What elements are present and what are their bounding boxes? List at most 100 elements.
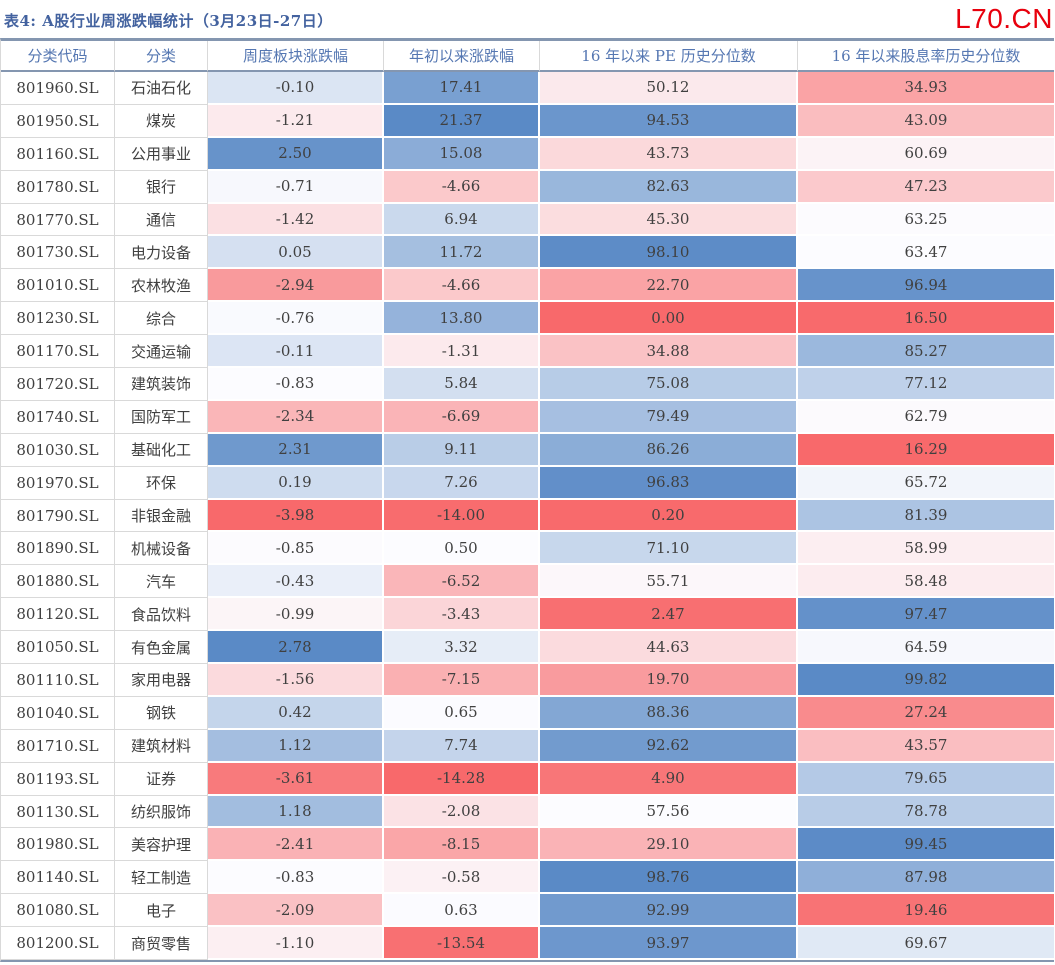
- table-row: 801960.SL 石油石化 -0.10 17.41 50.12 34.93: [1, 72, 1054, 105]
- ytd-change-cell: 7.74: [384, 729, 540, 763]
- industry-name-cell: 煤炭: [115, 104, 208, 138]
- industry-name-cell: 国防军工: [115, 400, 208, 434]
- ytd-change-cell: -14.28: [384, 762, 540, 796]
- ytd-change-cell: 0.65: [384, 696, 540, 730]
- industry-code-cell: 801120.SL: [1, 598, 115, 632]
- pe-percentile-cell: 71.10: [540, 532, 798, 566]
- industry-name-cell: 通信: [115, 203, 208, 237]
- ytd-change-cell: -4.66: [384, 170, 540, 204]
- ytd-change-cell: -6.69: [384, 400, 540, 434]
- col-header-ytd-change: 年初以来涨跌幅: [384, 41, 540, 72]
- industry-code-cell: 801050.SL: [1, 631, 115, 665]
- industry-name-cell: 电力设备: [115, 236, 208, 270]
- dividend-percentile-cell: 97.47: [798, 598, 1054, 632]
- weekly-change-cell: 2.78: [208, 631, 384, 665]
- industry-name-cell: 基础化工: [115, 433, 208, 467]
- weekly-change-cell: -0.76: [208, 302, 384, 336]
- pe-percentile-cell: 22.70: [540, 269, 798, 303]
- pe-percentile-cell: 2.47: [540, 598, 798, 632]
- pe-percentile-cell: 94.53: [540, 104, 798, 138]
- table-row: 801200.SL 商贸零售 -1.10 -13.54 93.97 69.67: [1, 927, 1054, 961]
- weekly-change-cell: -1.42: [208, 203, 384, 237]
- weekly-change-cell: -0.11: [208, 335, 384, 369]
- dividend-percentile-cell: 43.57: [798, 729, 1054, 763]
- industry-code-cell: 801790.SL: [1, 499, 115, 533]
- weekly-change-cell: 0.19: [208, 466, 384, 500]
- dividend-percentile-cell: 27.24: [798, 696, 1054, 730]
- pe-percentile-cell: 98.10: [540, 236, 798, 270]
- pe-percentile-cell: 43.73: [540, 137, 798, 171]
- dividend-percentile-cell: 19.46: [798, 894, 1054, 928]
- pe-percentile-cell: 44.63: [540, 631, 798, 665]
- col-header-pe-percentile: 16 年以来 PE 历史分位数: [540, 41, 798, 72]
- ytd-change-cell: -8.15: [384, 828, 540, 862]
- industry-code-cell: 801770.SL: [1, 203, 115, 237]
- pe-percentile-cell: 96.83: [540, 466, 798, 500]
- pe-percentile-cell: 0.00: [540, 302, 798, 336]
- ytd-change-cell: 17.41: [384, 72, 540, 105]
- industry-name-cell: 综合: [115, 302, 208, 336]
- dividend-percentile-cell: 16.50: [798, 302, 1054, 336]
- dividend-percentile-cell: 85.27: [798, 335, 1054, 369]
- table-row: 801720.SL 建筑装饰 -0.83 5.84 75.08 77.12: [1, 368, 1054, 401]
- table-row: 801970.SL 环保 0.19 7.26 96.83 65.72: [1, 466, 1054, 500]
- pe-percentile-cell: 0.20: [540, 499, 798, 533]
- col-header-weekly-change: 周度板块涨跌幅: [208, 41, 384, 72]
- weekly-change-cell: -2.09: [208, 894, 384, 928]
- dividend-percentile-cell: 81.39: [798, 499, 1054, 533]
- pe-percentile-cell: 75.08: [540, 368, 798, 401]
- table-row: 801110.SL 家用电器 -1.56 -7.15 19.70 99.82: [1, 664, 1054, 697]
- weekly-change-cell: 0.42: [208, 696, 384, 730]
- table-row: 801950.SL 煤炭 -1.21 21.37 94.53 43.09: [1, 104, 1054, 138]
- dividend-percentile-cell: 62.79: [798, 400, 1054, 434]
- table-row: 801230.SL 综合 -0.76 13.80 0.00 16.50: [1, 302, 1054, 336]
- industry-code-cell: 801230.SL: [1, 302, 115, 336]
- table-row: 801130.SL 纺织服饰 1.18 -2.08 57.56 78.78: [1, 795, 1054, 829]
- table-row: 801010.SL 农林牧渔 -2.94 -4.66 22.70 96.94: [1, 269, 1054, 303]
- industry-code-cell: 801880.SL: [1, 565, 115, 599]
- industry-code-cell: 801193.SL: [1, 762, 115, 796]
- weekly-change-cell: 1.18: [208, 795, 384, 829]
- ytd-change-cell: 13.80: [384, 302, 540, 336]
- weekly-change-cell: -1.21: [208, 104, 384, 138]
- dividend-percentile-cell: 58.99: [798, 532, 1054, 566]
- industry-name-cell: 商贸零售: [115, 927, 208, 961]
- weekly-change-cell: -0.10: [208, 72, 384, 105]
- pe-percentile-cell: 19.70: [540, 664, 798, 697]
- weekly-change-cell: -2.94: [208, 269, 384, 303]
- pe-percentile-cell: 55.71: [540, 565, 798, 599]
- weekly-change-cell: -0.83: [208, 368, 384, 401]
- table-row: 801140.SL 轻工制造 -0.83 -0.58 98.76 87.98: [1, 861, 1054, 895]
- pe-percentile-cell: 57.56: [540, 795, 798, 829]
- table-row: 801770.SL 通信 -1.42 6.94 45.30 63.25: [1, 203, 1054, 237]
- industry-name-cell: 交通运输: [115, 335, 208, 369]
- dividend-percentile-cell: 77.12: [798, 368, 1054, 401]
- industry-name-cell: 石油石化: [115, 72, 208, 105]
- pe-percentile-cell: 92.62: [540, 729, 798, 763]
- industry-name-cell: 食品饮料: [115, 598, 208, 632]
- dividend-percentile-cell: 58.48: [798, 565, 1054, 599]
- pe-percentile-cell: 79.49: [540, 400, 798, 434]
- industry-code-cell: 801040.SL: [1, 696, 115, 730]
- weekly-change-cell: 0.05: [208, 236, 384, 270]
- pe-percentile-cell: 45.30: [540, 203, 798, 237]
- pe-percentile-cell: 34.88: [540, 335, 798, 369]
- table-title: 表4: A股行业周涨跌幅统计（3月23日-27日）: [4, 12, 333, 30]
- dividend-percentile-cell: 47.23: [798, 170, 1054, 204]
- col-header-dividend-percentile: 16 年以来股息率历史分位数: [798, 41, 1054, 72]
- dividend-percentile-cell: 34.93: [798, 72, 1054, 105]
- dividend-percentile-cell: 78.78: [798, 795, 1054, 829]
- ytd-change-cell: -3.43: [384, 598, 540, 632]
- ytd-change-cell: -4.66: [384, 269, 540, 303]
- industry-name-cell: 建筑装饰: [115, 368, 208, 401]
- ytd-change-cell: 7.26: [384, 466, 540, 500]
- dividend-percentile-cell: 43.09: [798, 104, 1054, 138]
- table-row: 801030.SL 基础化工 2.31 9.11 86.26 16.29: [1, 433, 1054, 467]
- weekly-change-cell: -1.56: [208, 664, 384, 697]
- dividend-percentile-cell: 69.67: [798, 927, 1054, 961]
- table-row: 801780.SL 银行 -0.71 -4.66 82.63 47.23: [1, 170, 1054, 204]
- dividend-percentile-cell: 99.45: [798, 828, 1054, 862]
- ytd-change-cell: -1.31: [384, 335, 540, 369]
- table-row: 801890.SL 机械设备 -0.85 0.50 71.10 58.99: [1, 532, 1054, 566]
